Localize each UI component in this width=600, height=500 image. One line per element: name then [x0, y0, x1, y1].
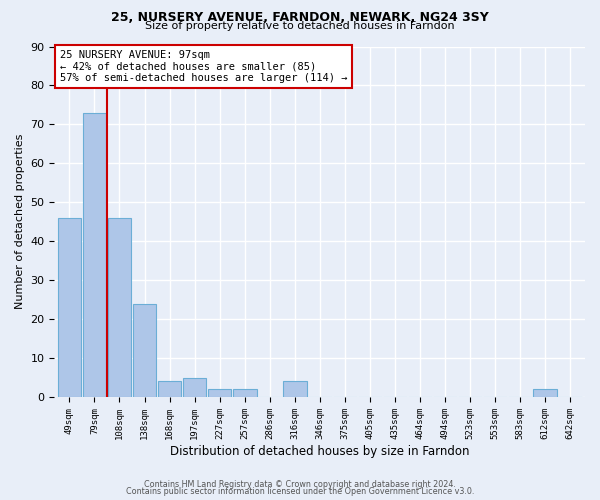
Bar	[233, 389, 257, 397]
X-axis label: Distribution of detached houses by size in Farndon: Distribution of detached houses by size …	[170, 444, 469, 458]
Bar	[133, 304, 157, 397]
Text: Contains public sector information licensed under the Open Government Licence v3: Contains public sector information licen…	[126, 487, 474, 496]
Bar	[283, 382, 307, 397]
Text: Contains HM Land Registry data © Crown copyright and database right 2024.: Contains HM Land Registry data © Crown c…	[144, 480, 456, 489]
Bar	[182, 378, 206, 397]
Bar	[83, 112, 106, 397]
Text: Size of property relative to detached houses in Farndon: Size of property relative to detached ho…	[145, 21, 455, 31]
Bar	[58, 218, 82, 397]
Bar	[107, 218, 131, 397]
Bar	[158, 382, 181, 397]
Y-axis label: Number of detached properties: Number of detached properties	[15, 134, 25, 310]
Bar	[208, 389, 232, 397]
Text: 25 NURSERY AVENUE: 97sqm
← 42% of detached houses are smaller (85)
57% of semi-d: 25 NURSERY AVENUE: 97sqm ← 42% of detach…	[60, 50, 347, 83]
Text: 25, NURSERY AVENUE, FARNDON, NEWARK, NG24 3SY: 25, NURSERY AVENUE, FARNDON, NEWARK, NG2…	[111, 11, 489, 24]
Bar	[533, 389, 557, 397]
